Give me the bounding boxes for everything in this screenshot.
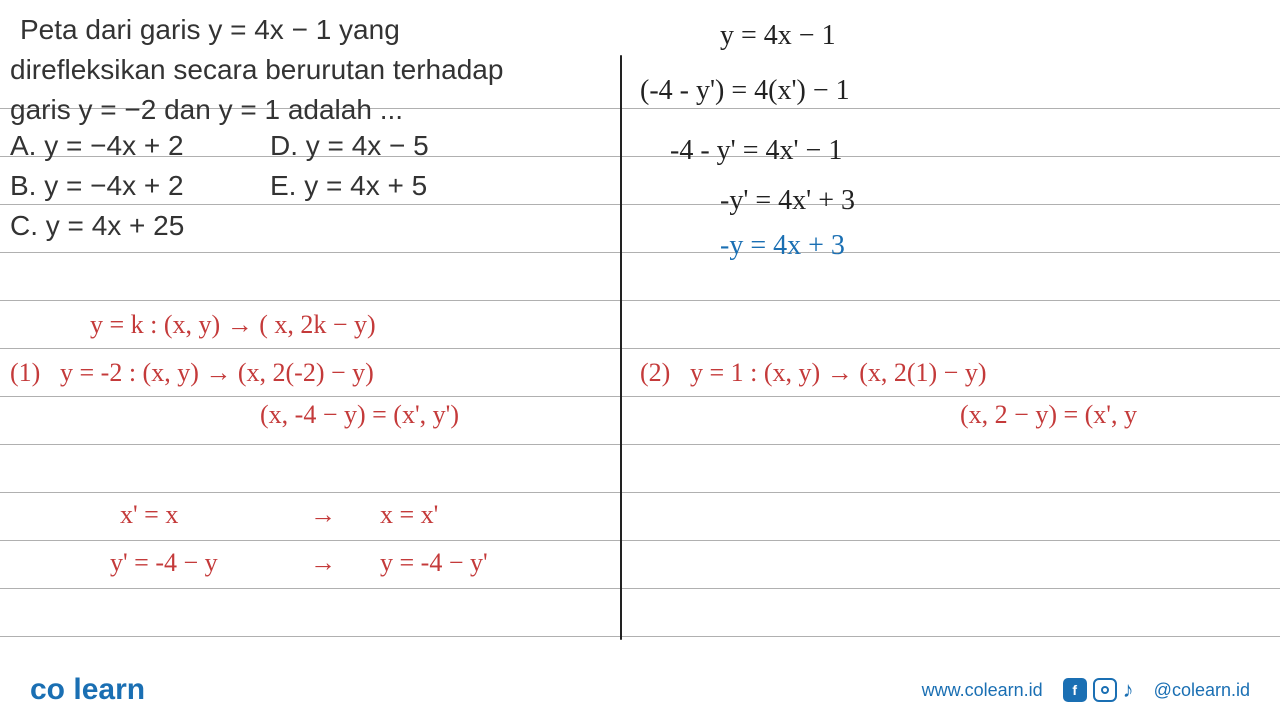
vertical-divider (620, 55, 622, 640)
step-1a: y = -2 : (x, y) → (x, 2(-2) − y) (60, 358, 374, 388)
option-a: A. y = −4x + 2 (10, 130, 184, 162)
logo: co learn (30, 673, 145, 707)
step-1b: (x, -4 − y) = (x', y') (260, 400, 459, 430)
step-2a: y = 1 : (x, y) → (x, 2(1) − y) (690, 358, 987, 388)
step-2-label: (2) (640, 358, 670, 388)
xprime-eq: x' = x (120, 500, 178, 530)
option-c: C. y = 4x + 25 (10, 210, 184, 242)
work-eq-2: (-4 - y') = 4(x') − 1 (640, 75, 850, 107)
work-eq-4: -y' = 4x' + 3 (720, 185, 855, 217)
social-icons: f ♪ (1063, 677, 1134, 703)
instagram-icon (1093, 678, 1117, 702)
rule-line: y = k : (x, y) → ( x, 2k − y) (90, 310, 376, 340)
xeq: x = x' (380, 500, 438, 530)
ruled-line (0, 396, 1280, 397)
ruled-line (0, 588, 1280, 589)
website-url: www.colearn.id (922, 680, 1043, 701)
work-eq-5: -y = 4x + 3 (720, 230, 845, 262)
tiktok-icon: ♪ (1123, 677, 1134, 703)
ruled-line (0, 252, 1280, 253)
option-d: D. y = 4x − 5 (270, 130, 429, 162)
logo-part-1: co (30, 673, 65, 706)
ruled-line (0, 540, 1280, 541)
ruled-line (0, 156, 1280, 157)
yprime-eq: y' = -4 − y (110, 548, 218, 578)
option-e: E. y = 4x + 5 (270, 170, 427, 202)
arrow-2: → (310, 548, 336, 578)
logo-part-2: learn (73, 673, 145, 706)
question-line-2: direfleksikan secara berurutan terhadap (10, 50, 503, 89)
arrow-1: → (310, 500, 336, 530)
question-line-3: garis y = −2 dan y = 1 adalah ... (10, 90, 403, 129)
facebook-icon: f (1063, 678, 1087, 702)
ruled-line (0, 444, 1280, 445)
work-eq-3: -4 - y' = 4x' − 1 (670, 135, 842, 167)
ruled-line (0, 300, 1280, 301)
step-1-label: (1) (10, 358, 40, 388)
footer: co learn www.colearn.id f ♪ @colearn.id (0, 660, 1280, 720)
ruled-line (0, 636, 1280, 637)
work-eq-1: y = 4x − 1 (720, 20, 836, 52)
footer-right: www.colearn.id f ♪ @colearn.id (922, 677, 1250, 703)
option-b: B. y = −4x + 2 (10, 170, 184, 202)
yeq: y = -4 − y' (380, 548, 488, 578)
step-2b: (x, 2 − y) = (x', y (960, 400, 1137, 430)
ruled-line (0, 492, 1280, 493)
question-line-1: Peta dari garis y = 4x − 1 yang (20, 10, 400, 49)
ruled-line (0, 204, 1280, 205)
social-handle: @colearn.id (1154, 680, 1250, 701)
ruled-line (0, 348, 1280, 349)
